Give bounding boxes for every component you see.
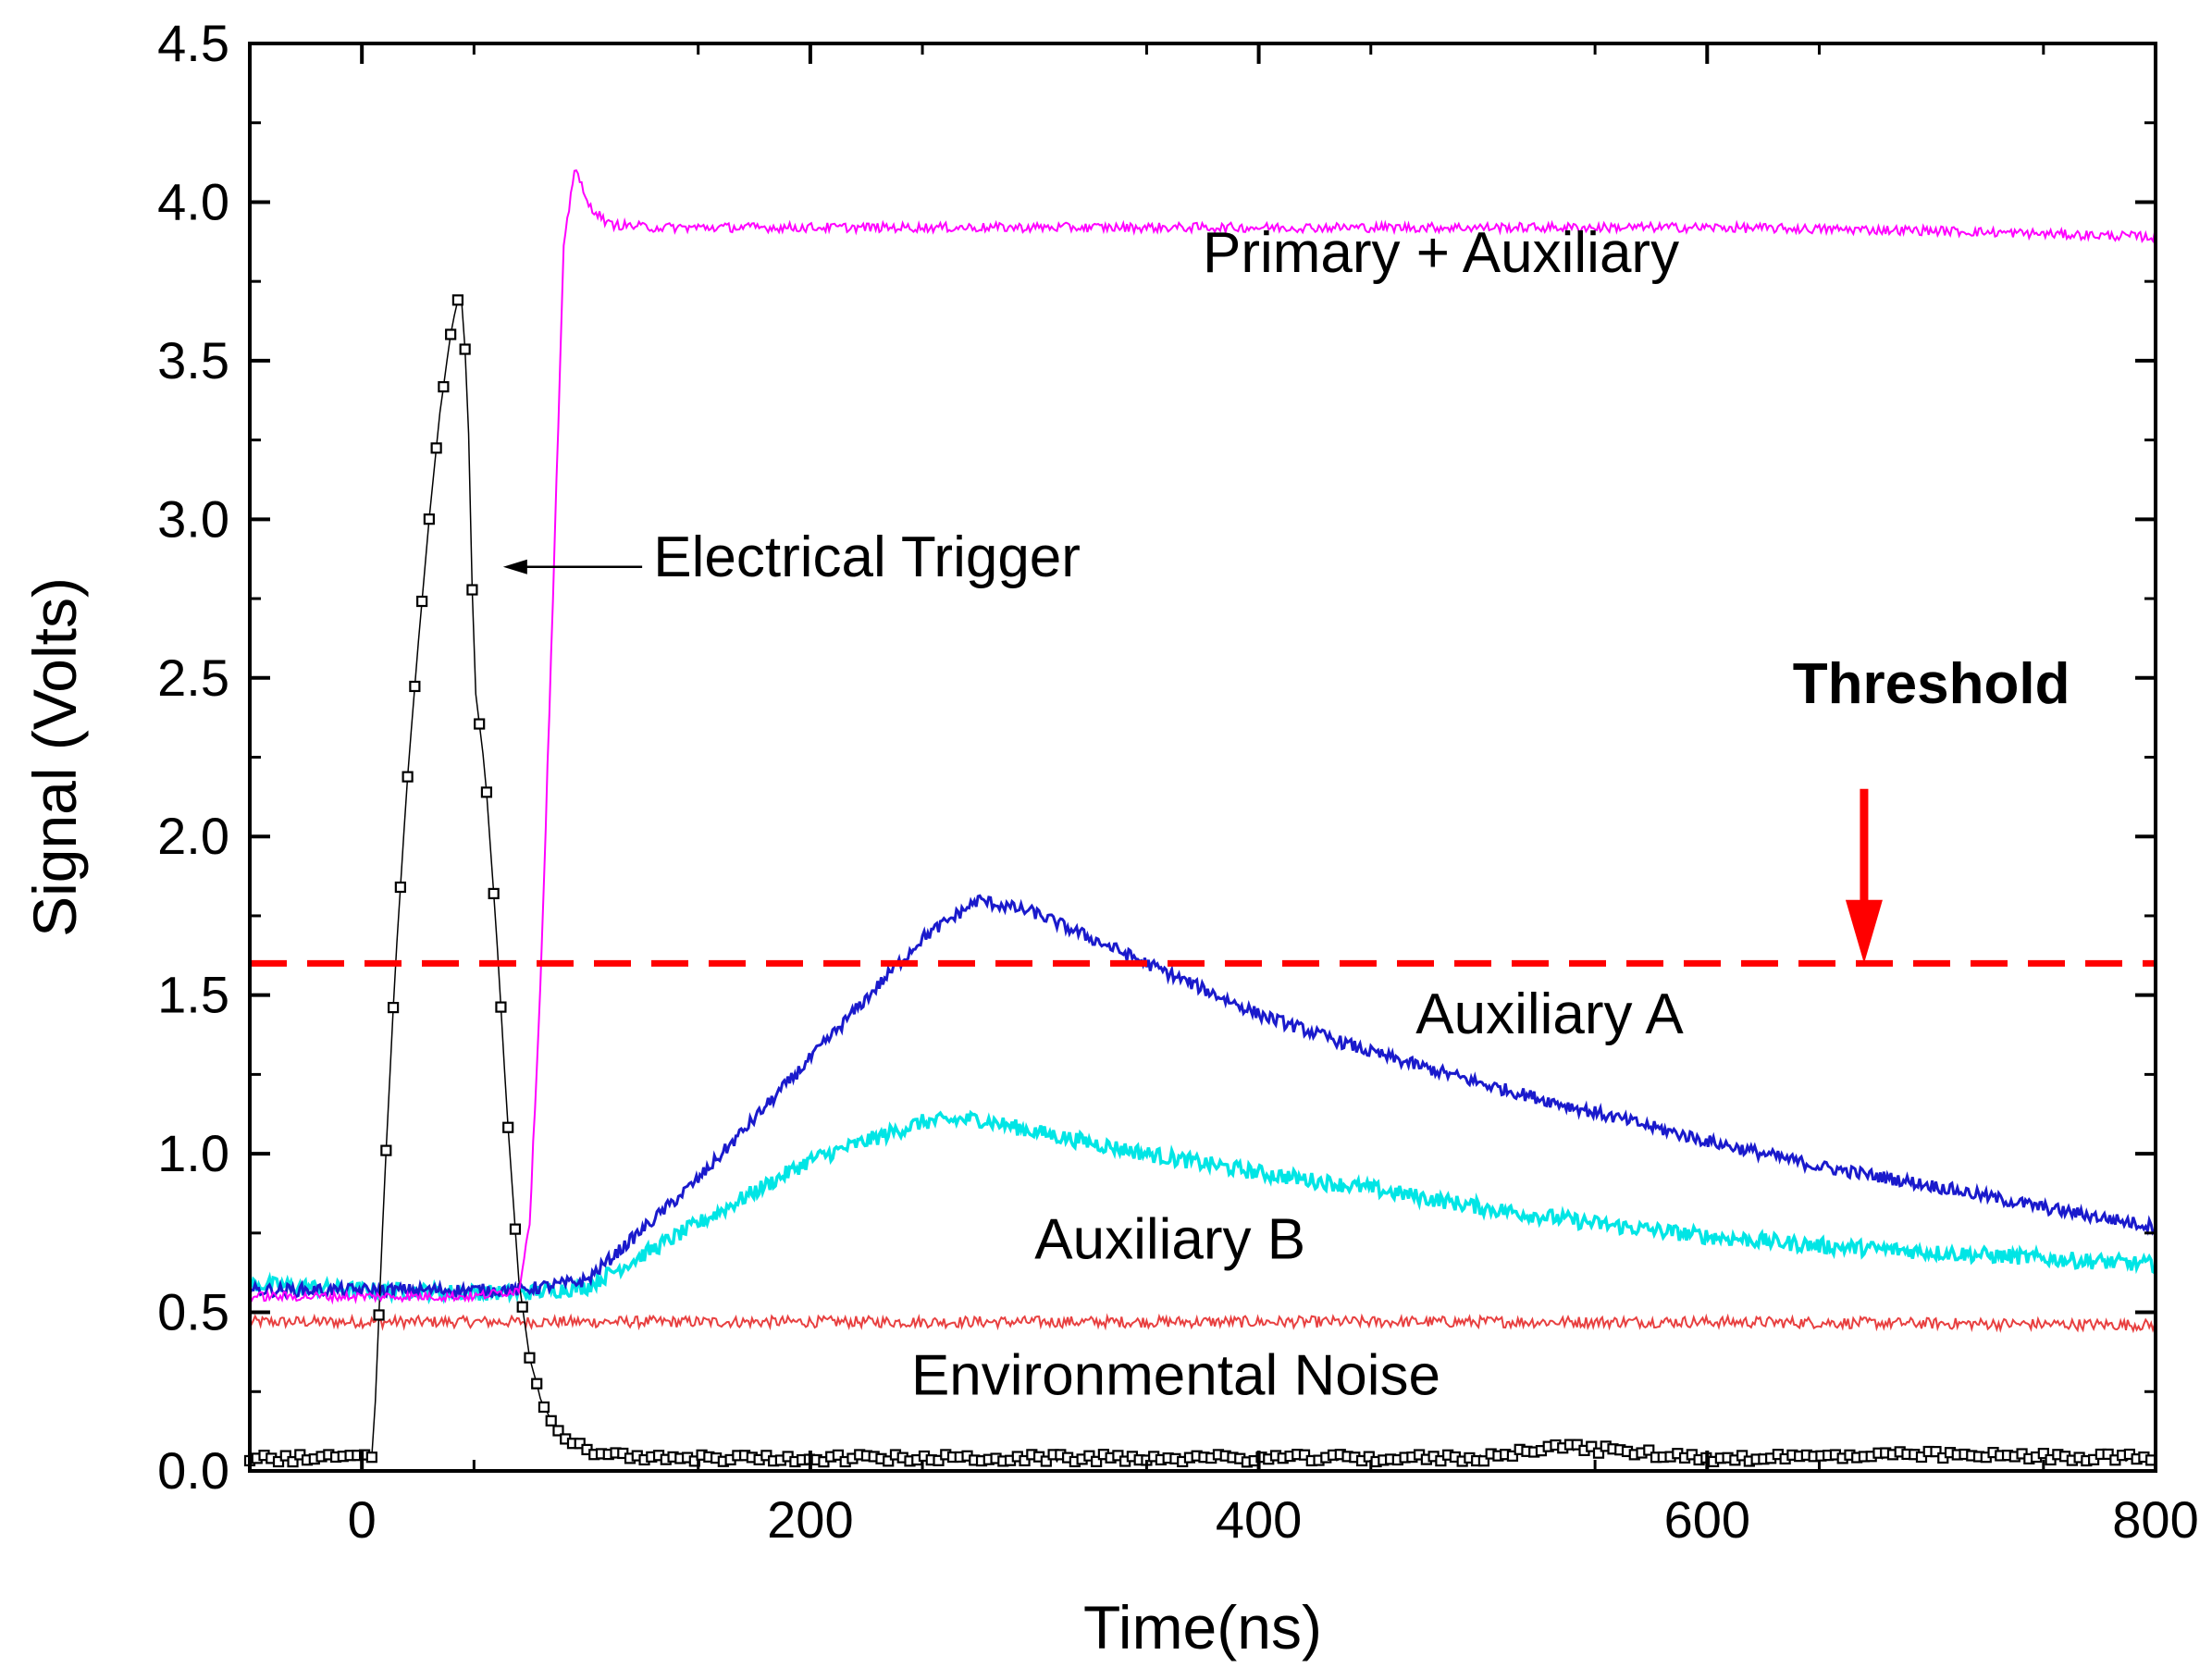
y-tick-label: 2.5 — [157, 649, 229, 707]
trigger-arrow-head — [502, 559, 527, 574]
x-tick-label: 200 — [767, 1490, 853, 1549]
y-axis-title: Signal (Volts) — [20, 577, 89, 937]
trigger-marker — [466, 584, 478, 596]
annotation-electrical-trigger: Electrical Trigger — [653, 525, 1081, 589]
trigger-marker — [1091, 1455, 1103, 1467]
trigger-marker — [451, 294, 464, 306]
y-tick-label: 0.0 — [157, 1441, 229, 1500]
x-tick-label: 0 — [348, 1490, 377, 1549]
trigger-marker — [1930, 1446, 1942, 1458]
ticks-layer: 0 200 400 600 800 0.0 0.5 1.0 1.5 2.0 2.5 3.0 3.5 4.0… — [157, 14, 2199, 1549]
trigger-marker — [287, 1455, 299, 1468]
x-axis-title: Time(ns) — [1083, 1593, 1322, 1661]
series-layer — [243, 169, 2157, 1468]
trigger-marker — [933, 1454, 945, 1466]
y-tick-label: 4.5 — [157, 14, 229, 72]
trigger-marker — [1643, 1444, 1655, 1456]
trigger-marker — [545, 1414, 557, 1427]
series-primary-auxiliary — [249, 169, 2156, 1305]
trigger-marker — [402, 771, 414, 783]
trigger-marker — [832, 1449, 845, 1461]
x-tick-label: 800 — [2112, 1490, 2198, 1549]
trigger-marker — [538, 1401, 550, 1414]
trigger-marker — [2102, 1448, 2114, 1461]
trigger-marker — [423, 513, 435, 525]
trigger-marker — [1019, 1454, 1031, 1467]
trigger-marker — [409, 680, 421, 693]
series-auxiliary-a — [248, 894, 2156, 1302]
trigger-marker — [373, 1309, 385, 1321]
y-tick-label: 0.5 — [157, 1283, 229, 1341]
x-tick-label: 400 — [1216, 1490, 1302, 1549]
annotation-environmental-noise: Environmental Noise — [911, 1344, 1440, 1408]
series-line-environmental-noise — [249, 1313, 2156, 1334]
y-tick-label: 4.0 — [157, 172, 229, 230]
trigger-marker — [430, 442, 442, 454]
series-line-auxiliary-a — [248, 894, 2156, 1302]
y-tick-label: 2.0 — [157, 807, 229, 865]
trigger-marker — [531, 1377, 543, 1390]
trigger-marker — [1592, 1447, 1605, 1459]
x-tick-label: 600 — [1664, 1490, 1750, 1549]
series-line-auxiliary-b — [248, 1109, 2156, 1305]
trigger-marker — [524, 1352, 536, 1364]
trigger-marker — [416, 595, 428, 608]
y-tick-label: 3.5 — [157, 331, 229, 389]
trigger-marker — [380, 1144, 392, 1156]
trigger-marker — [495, 1001, 507, 1013]
trigger-marker — [2037, 1448, 2049, 1460]
annotations-layer: Primary + Auxiliary Electrical Trigger Aux… — [502, 221, 1684, 1408]
trigger-marker — [388, 1001, 400, 1014]
trigger-marker — [1040, 1455, 1052, 1467]
trigger-marker — [509, 1223, 522, 1235]
trigger-marker — [1083, 1450, 1095, 1462]
annotation-auxiliary-b: Auxiliary B — [1034, 1207, 1305, 1271]
trigger-marker — [459, 343, 471, 355]
y-tick-label: 1.5 — [157, 966, 229, 1024]
trigger-marker — [552, 1425, 564, 1437]
series-auxiliary-b — [248, 1109, 2156, 1305]
trigger-marker — [365, 1451, 377, 1464]
trigger-marker — [502, 1121, 514, 1133]
trigger-marker — [1112, 1450, 1124, 1462]
threshold-arrow-head — [1845, 899, 1883, 964]
trigger-marker — [394, 881, 406, 894]
trigger-marker — [1435, 1455, 1447, 1467]
trigger-marker — [574, 1438, 586, 1450]
trigger-marker — [516, 1301, 528, 1313]
series-electrical-trigger — [243, 294, 2157, 1468]
trigger-marker — [883, 1455, 895, 1467]
series-line-primary-auxiliary — [249, 169, 2156, 1305]
trigger-marker — [1586, 1440, 1598, 1452]
y-tick-label: 1.0 — [157, 1124, 229, 1182]
threshold-label: Threshold — [1793, 652, 2070, 716]
trigger-marker — [1571, 1439, 1583, 1451]
trigger-marker — [272, 1455, 285, 1468]
trigger-marker — [480, 786, 493, 798]
series-environmental-noise — [249, 1313, 2156, 1334]
y-tick-label: 3.0 — [157, 489, 229, 548]
trigger-marker — [1506, 1450, 1519, 1462]
trigger-marker — [1477, 1455, 1490, 1467]
annotation-auxiliary-a: Auxiliary A — [1415, 982, 1684, 1046]
threshold-layer: Threshold — [250, 652, 2156, 967]
annotation-primary-auxiliary: Primary + Auxiliary — [1203, 221, 1679, 285]
trigger-marker — [474, 718, 486, 730]
trigger-marker — [488, 887, 500, 900]
trigger-marker — [1298, 1449, 1311, 1461]
trigger-marker — [445, 328, 457, 340]
trigger-marker — [279, 1450, 291, 1462]
trigger-marker — [438, 381, 450, 393]
